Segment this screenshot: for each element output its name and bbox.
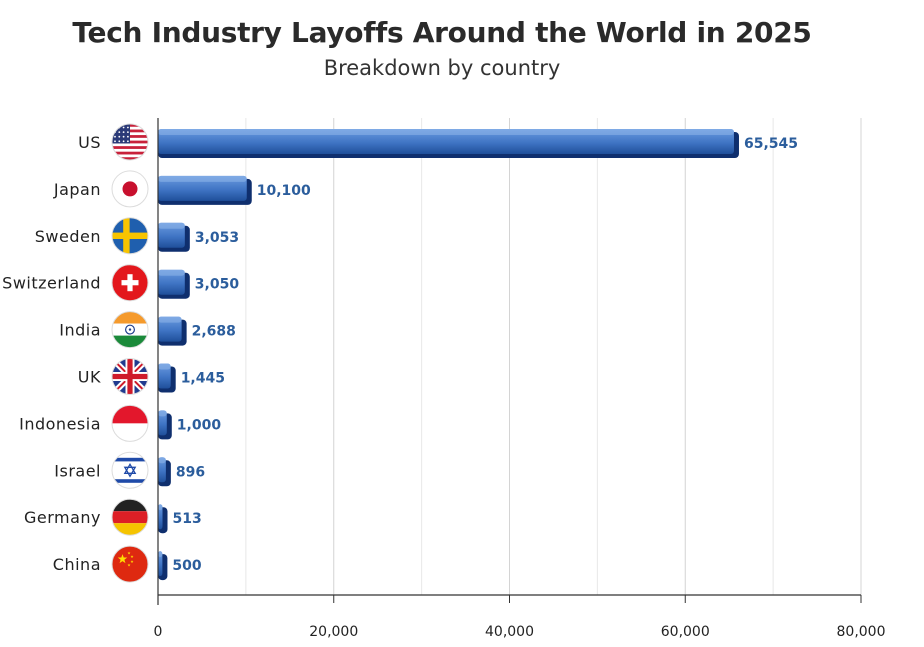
value-label: 513	[173, 511, 202, 527]
x-tick-label: 20,000	[309, 624, 358, 640]
country-label: Israel	[54, 461, 101, 480]
indonesia-flag-icon	[111, 404, 149, 442]
x-tick-label: 80,000	[837, 624, 886, 640]
india-flag-icon	[111, 311, 149, 349]
country-label: Sweden	[35, 227, 101, 246]
sweden-flag-icon	[111, 217, 149, 255]
country-label: US	[78, 133, 101, 152]
chart-subtitle: Breakdown by country	[323, 56, 561, 80]
country-label: India	[59, 321, 101, 340]
value-label: 10,100	[257, 183, 311, 199]
israel-flag-icon	[111, 451, 149, 489]
value-label: 3,053	[195, 230, 239, 246]
bar-uk	[158, 363, 176, 393]
bar-germany	[158, 504, 168, 534]
china-flag-icon	[111, 545, 149, 583]
bar-india	[158, 316, 187, 346]
bar-sweden	[158, 222, 190, 252]
value-label: 1,000	[177, 417, 222, 433]
value-label: 500	[172, 558, 201, 574]
switzerland-flag-icon	[111, 264, 149, 302]
value-label: 896	[176, 464, 205, 480]
value-label: 2,688	[192, 324, 236, 340]
value-label: 65,545	[744, 136, 798, 152]
x-tick-label: 60,000	[661, 624, 710, 640]
country-label: UK	[78, 368, 101, 387]
uk-flag-icon	[111, 358, 149, 395]
bar-switzerland	[158, 269, 190, 299]
x-tick-label: 40,000	[485, 624, 534, 640]
japan-flag-icon	[111, 170, 149, 208]
germany-flag-icon	[111, 498, 149, 536]
country-label: Switzerland	[2, 274, 101, 293]
bar-china	[158, 551, 168, 581]
x-tick-label: 0	[154, 624, 163, 640]
country-label: Indonesia	[19, 414, 101, 433]
chart-title: Tech Industry Layoffs Around the World i…	[72, 16, 812, 49]
bar-indonesia	[158, 410, 172, 440]
country-label: Germany	[24, 508, 101, 527]
bar-us	[158, 129, 739, 158]
bar-japan	[158, 175, 252, 205]
country-label: China	[53, 555, 101, 574]
value-label: 1,445	[181, 371, 225, 387]
bar-israel	[158, 457, 171, 487]
us-flag-icon	[111, 123, 149, 161]
value-label: 3,050	[195, 277, 240, 293]
country-label: Japan	[53, 180, 101, 199]
